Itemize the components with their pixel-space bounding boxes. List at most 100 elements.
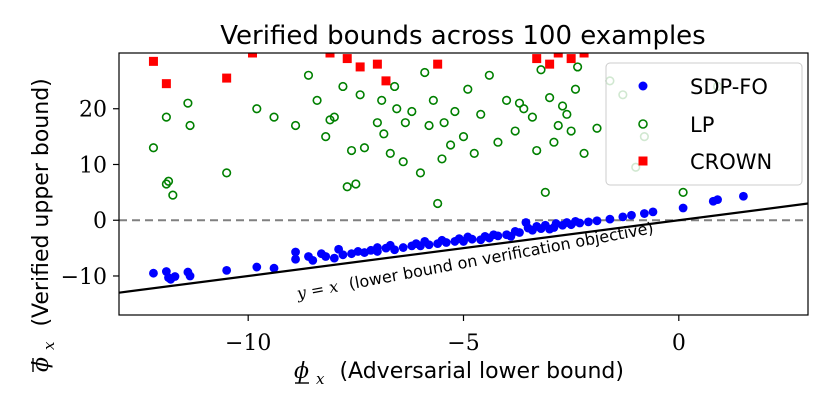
data-point xyxy=(549,137,559,147)
data-point xyxy=(428,95,438,105)
data-point xyxy=(312,95,322,105)
series-crown xyxy=(148,53,589,89)
x-tick-label: −5 xyxy=(447,331,479,356)
x-tick-label: 0 xyxy=(672,331,686,356)
data-point xyxy=(291,247,300,257)
data-point xyxy=(566,126,576,136)
data-point xyxy=(377,95,387,105)
data-point xyxy=(545,92,555,103)
chart-title: Verified bounds across 100 examples xyxy=(220,21,705,51)
y-tick-label: 0 xyxy=(93,209,107,234)
data-point xyxy=(372,118,382,128)
data-point xyxy=(551,219,561,228)
data-point xyxy=(713,195,722,205)
data-point xyxy=(739,191,748,201)
data-point xyxy=(411,239,421,249)
data-point xyxy=(372,243,382,252)
data-point xyxy=(398,243,408,252)
data-point xyxy=(489,230,499,240)
data-point xyxy=(536,65,546,75)
y-tick-label: −10 xyxy=(61,265,107,290)
data-point xyxy=(372,59,382,69)
data-point xyxy=(325,53,335,58)
data-point xyxy=(433,59,443,69)
reference-line-label: y = x (lower bound on verification objec… xyxy=(294,218,655,303)
data-point xyxy=(303,70,314,80)
data-point xyxy=(501,95,512,105)
data-point xyxy=(583,217,593,227)
data-point xyxy=(355,62,365,72)
data-point xyxy=(415,168,426,178)
data-point xyxy=(392,104,402,114)
data-point xyxy=(222,266,232,275)
data-point xyxy=(252,262,262,272)
data-point xyxy=(291,254,300,264)
data-point xyxy=(480,232,490,241)
data-point xyxy=(316,249,326,259)
data-point xyxy=(519,104,529,114)
data-point xyxy=(183,98,193,108)
data-point xyxy=(161,112,171,122)
y-tick-label: 10 xyxy=(79,153,107,178)
data-point xyxy=(592,123,602,133)
data-point xyxy=(185,120,195,131)
data-point xyxy=(439,118,449,128)
data-point xyxy=(510,126,520,136)
y-axis-ticks: −10 0 10 20 xyxy=(61,98,119,290)
data-point xyxy=(571,216,580,226)
data-point xyxy=(540,220,550,230)
data-point xyxy=(359,143,370,153)
data-point xyxy=(523,223,533,233)
data-point xyxy=(149,268,158,278)
data-point xyxy=(222,73,232,83)
legend-label-lp: LP xyxy=(690,113,714,137)
data-point xyxy=(168,190,178,200)
data-point xyxy=(185,271,195,281)
data-point xyxy=(592,216,602,226)
data-point xyxy=(454,234,464,244)
legend-label-crown: CROWN xyxy=(690,150,772,174)
data-point xyxy=(420,237,430,246)
svg-text:ϕ x (Verified uppe: ϕ x (Verified upper bound) xyxy=(29,78,60,372)
data-point xyxy=(161,79,171,89)
data-point xyxy=(553,120,563,131)
svg-text:ϕ x (Adversarial l: ϕ x (Adversarial lower bound) xyxy=(294,359,624,390)
data-point xyxy=(463,232,473,242)
x-axis-text: (Adversarial lower bound) xyxy=(339,359,624,384)
y-axis-title: ϕ x (Verified upper bound) xyxy=(29,78,60,372)
data-point xyxy=(573,62,583,72)
x-axis-title: ϕ x (Adversarial lower bound) xyxy=(294,359,624,390)
data-point xyxy=(329,253,339,263)
data-point xyxy=(484,70,494,80)
data-point xyxy=(532,221,542,231)
series-lp xyxy=(148,62,723,209)
data-point xyxy=(469,148,479,158)
data-point xyxy=(678,187,688,197)
data-point xyxy=(338,81,348,92)
data-point xyxy=(308,255,318,265)
data-point xyxy=(334,244,344,254)
legend-marker-crown xyxy=(638,156,648,166)
data-point xyxy=(269,112,279,122)
data-point xyxy=(342,54,352,64)
legend-label-sdp-fo: SDP-FO xyxy=(690,75,768,99)
legend: SDP-FO LP CROWN xyxy=(605,62,803,186)
data-point xyxy=(458,132,469,142)
data-point xyxy=(321,132,331,142)
x-tick-label: −10 xyxy=(225,331,271,356)
data-point xyxy=(540,187,550,197)
plot-area xyxy=(119,53,808,294)
data-point xyxy=(398,157,408,167)
data-point xyxy=(510,226,520,236)
y-axis-text: (Verified upper bound) xyxy=(29,78,54,326)
data-point xyxy=(618,212,628,222)
data-point xyxy=(252,104,262,114)
data-point xyxy=(553,53,563,58)
data-point xyxy=(433,198,443,209)
data-point xyxy=(170,272,180,281)
data-point xyxy=(163,176,174,186)
y-axis-subscript: x xyxy=(40,341,58,350)
data-point xyxy=(390,81,400,92)
x-axis-subscript: x xyxy=(316,370,325,388)
